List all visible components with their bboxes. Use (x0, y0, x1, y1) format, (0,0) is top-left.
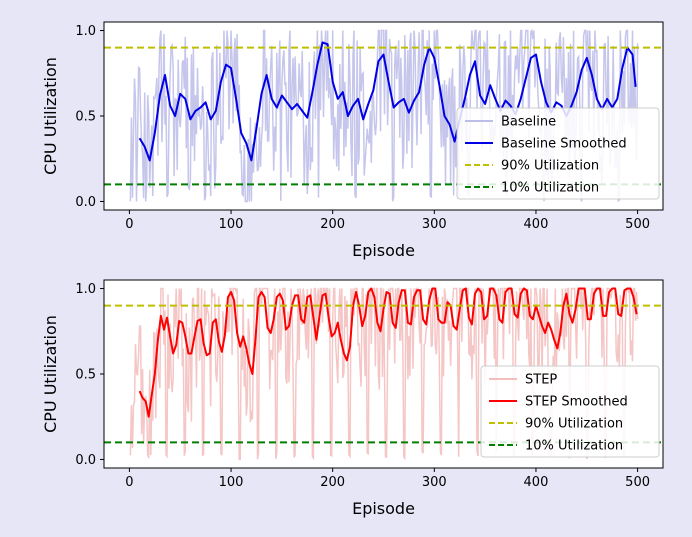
legend-label: 10% Utilization (501, 181, 599, 196)
legend-box (480, 365, 660, 458)
x-tick-label: 200 (320, 475, 345, 490)
x-tick-label: 200 (320, 217, 345, 232)
legend-label: 90% Utilization (525, 417, 623, 432)
smoothed-series-line (138, 287, 638, 418)
y-tick-label: 0.5 (75, 110, 96, 125)
y-tick-label: 1.0 (75, 282, 96, 297)
x-tick-label: 100 (219, 217, 244, 232)
legend-label: Baseline (501, 115, 556, 130)
y-axis-label: CPU Utilization (41, 315, 60, 433)
x-axis-label: Episode (352, 241, 415, 260)
plot-series (104, 286, 663, 461)
legend-box (456, 107, 660, 200)
x-tick-label: 400 (524, 217, 549, 232)
smoothed-series-line (138, 41, 637, 162)
bottom-chart: 0 100 200 300 400 500 0.0 0.5 1.0 Episode CPU Util… (41, 279, 664, 518)
legend: Baseline Baseline Smoothed 90% Utilization… (456, 107, 660, 200)
x-tick-label: 500 (625, 475, 650, 490)
y-tick-label: 0.0 (75, 453, 96, 468)
legend: STEP STEP Smoothed 90% Utilization 10% Util… (480, 365, 660, 458)
legend-label: STEP (525, 373, 557, 388)
x-tick-label: 400 (524, 475, 549, 490)
y-tick-label: 1.0 (75, 24, 96, 39)
legend-label: 10% Utilization (525, 439, 623, 454)
x-tick-label: 0 (125, 217, 133, 232)
x-tick-label: 100 (219, 475, 244, 490)
legend-label: STEP Smoothed (525, 395, 628, 410)
y-tick-label: 0.0 (75, 195, 96, 210)
y-axis-label: CPU Utilization (41, 57, 60, 175)
y-tick-label: 0.5 (75, 368, 96, 383)
legend-label: 90% Utilization (501, 159, 599, 174)
x-tick-label: 500 (625, 217, 650, 232)
x-tick-label: 300 (422, 217, 447, 232)
x-axis-label: Episode (352, 499, 415, 518)
x-tick-label: 300 (422, 475, 447, 490)
legend-label: Baseline Smoothed (501, 137, 627, 152)
raw-series-line (129, 286, 639, 461)
x-tick-label: 0 (125, 475, 133, 490)
top-chart: 0 100 200 300 400 500 0.0 0.5 1.0 Episode CPU Util… (41, 21, 664, 260)
